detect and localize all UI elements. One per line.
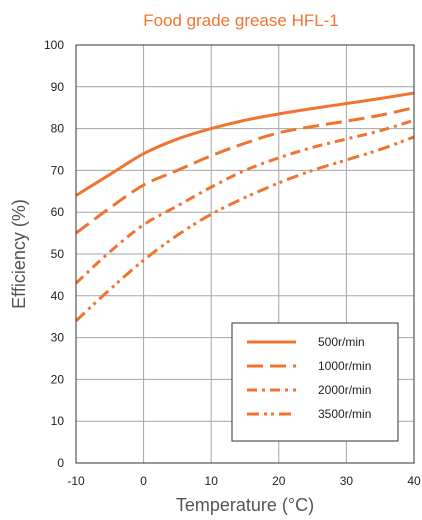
legend-label: 3500r/min	[318, 407, 371, 421]
chart-title: Food grade grease HFL-1	[143, 11, 339, 30]
x-tick-label: 20	[272, 474, 286, 488]
series-lines	[74, 91, 415, 322]
y-tick-label: 100	[44, 38, 64, 52]
y-tick-label: 60	[51, 205, 65, 219]
y-tick-label: 90	[51, 80, 65, 94]
x-tick-label: 0	[140, 474, 147, 488]
plot-frame	[75, 44, 415, 464]
y-tick-label: 30	[51, 331, 65, 345]
x-tick-label: -10	[67, 474, 85, 488]
y-tick-label: 50	[51, 247, 65, 261]
series-line-3500r-min	[74, 135, 415, 322]
y-tick-label: 10	[51, 414, 65, 428]
y-tick-label: 20	[51, 372, 65, 386]
series-line-2000r-min	[74, 118, 415, 285]
y-tick-label: 0	[57, 456, 64, 470]
x-tick-label: 10	[205, 474, 219, 488]
y-tick-label: 70	[51, 163, 65, 177]
legend-label: 2000r/min	[318, 383, 371, 397]
legend-label: 1000r/min	[318, 359, 371, 373]
y-axis-title: Efficiency (%)	[9, 199, 29, 309]
x-axis-title: Temperature (°C)	[176, 495, 314, 515]
legend-label: 500r/min	[318, 335, 365, 349]
y-tick-label: 80	[51, 122, 65, 136]
x-tick-label: 30	[340, 474, 354, 488]
series-line-1000r-min	[75, 106, 415, 235]
x-tick-label: 40	[407, 474, 421, 488]
legend: 500r/min 1000r/min 2000r/min 3500r/min	[231, 322, 399, 442]
y-tick-label: 40	[51, 289, 65, 303]
series-line-500r-min	[75, 91, 415, 197]
